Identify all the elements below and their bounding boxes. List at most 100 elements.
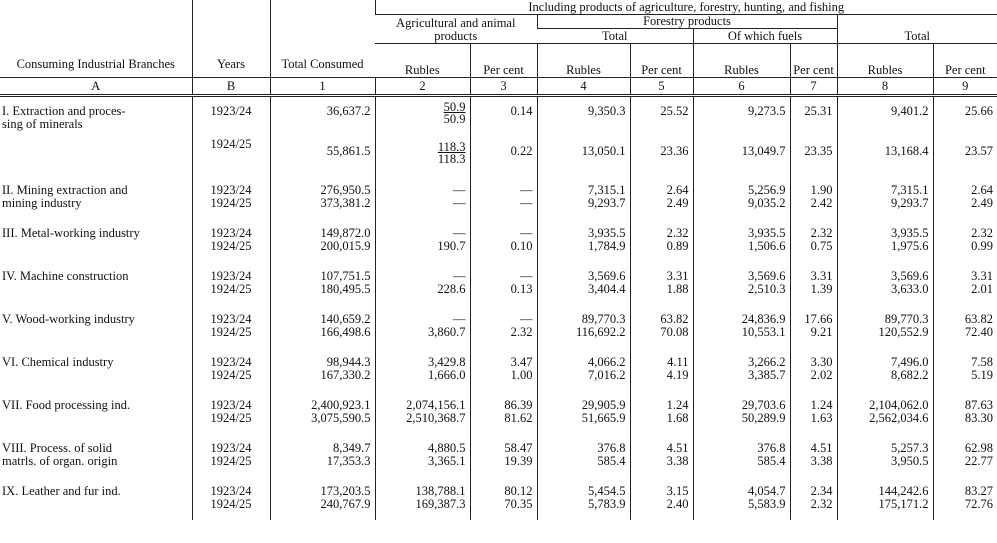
value: 1.24 xyxy=(666,397,689,412)
value: 144,242.6 xyxy=(878,483,929,498)
value: 0.75 xyxy=(810,238,833,253)
value: 50,289.9 xyxy=(741,410,786,425)
value: 24,836.9 xyxy=(741,311,786,326)
value-cell: 3,429.8 1,666.0 xyxy=(374,347,470,391)
value: 5,454.5 xyxy=(588,483,626,498)
year: 1924/25 xyxy=(210,324,252,339)
year: 1923/24 xyxy=(210,397,252,412)
value: 1.63 xyxy=(810,410,833,425)
value: 1,975.6 xyxy=(891,238,929,253)
value: 3.38 xyxy=(666,453,689,468)
value: 376.8 xyxy=(597,440,626,455)
value: 167,330.2 xyxy=(320,367,371,382)
value: 4,880.5 xyxy=(428,440,466,455)
fraction: 118.3 118.3 xyxy=(437,141,466,166)
branch-name: IV. Machine construction xyxy=(0,262,192,305)
value: 3,365.1 xyxy=(428,453,466,468)
value-cell: 7,315.1 9,293.7 xyxy=(536,175,630,219)
value: 2,562,034.6 xyxy=(869,410,929,425)
value: 3,950.5 xyxy=(891,453,929,468)
value: 228.6 xyxy=(437,281,466,296)
numerator: 50.9 xyxy=(443,100,466,114)
value: 4.51 xyxy=(666,440,689,455)
value-cell: — — xyxy=(374,175,470,219)
denominator: 118.3 xyxy=(437,152,466,166)
year: 1924/25 xyxy=(210,238,252,253)
value: 3,935.5 xyxy=(588,225,626,240)
value: 1,666.0 xyxy=(428,367,466,382)
value-cell: —228.6 xyxy=(374,261,470,305)
value: 190.7 xyxy=(437,238,466,253)
value: 4.11 xyxy=(667,354,689,369)
year: 1923/24 xyxy=(210,268,252,283)
value: — xyxy=(453,182,466,197)
value: 9,350.3 xyxy=(588,104,626,118)
value: 7,315.1 xyxy=(891,182,929,197)
value: — xyxy=(520,225,533,240)
value-cell: 25.66 23.57 xyxy=(932,95,997,176)
value: 2,400,923.1 xyxy=(311,397,371,412)
value-cell: 1.90 2.42 xyxy=(789,175,837,219)
value: 1,506.6 xyxy=(748,238,786,253)
years: 1923/24 1924/25 xyxy=(191,390,270,434)
value: 175,171.2 xyxy=(878,496,929,511)
value-cell: —0.13 xyxy=(469,261,537,305)
value-cell: 86.39 81.62 xyxy=(469,390,537,434)
value-cell: 4.51 3.38 xyxy=(789,433,837,477)
column-letter: 2 xyxy=(374,77,470,97)
year: 1923/24 xyxy=(210,440,252,455)
value: 25.66 xyxy=(964,104,994,118)
value: 7,496.0 xyxy=(891,354,929,369)
column-letter: 1 xyxy=(269,77,375,97)
value: 3,385.7 xyxy=(748,367,786,382)
year: 1924/25 xyxy=(210,496,252,511)
value-cell: 9,350.3 13,050.1 xyxy=(536,95,630,176)
value: 17,353.3 xyxy=(326,453,371,468)
value: 3.31 xyxy=(810,268,833,283)
value-cell: 2,104,062.0 2,562,034.6 xyxy=(836,390,933,434)
value-cell: 1.24 1.68 xyxy=(629,390,693,434)
value: — xyxy=(520,311,533,326)
value: 98,944.3 xyxy=(326,354,371,369)
years: 1923/24 1924/25 xyxy=(191,347,270,391)
value: 25.52 xyxy=(660,104,689,118)
value: 1.39 xyxy=(810,281,833,296)
value: 2.32 xyxy=(971,225,994,240)
value: 0.10 xyxy=(510,238,533,253)
value: 1.68 xyxy=(666,410,689,425)
value: 70.08 xyxy=(660,324,689,339)
header-fuels: Of which fuels xyxy=(692,28,837,44)
value-cell: 2,074,156.1 2,510,368.7 xyxy=(374,390,470,434)
unit-label: Rubles xyxy=(404,63,440,77)
value-cell: 24,836.9 10,553.1 xyxy=(692,304,790,348)
value-cell: 2.64 2.49 xyxy=(932,175,997,219)
year: 1924/25 xyxy=(210,410,252,425)
value-cell: 3,935.5 1,975.6 xyxy=(836,218,933,262)
value-cell: 3,266.2 3,385.7 xyxy=(692,347,790,391)
value-cell: 3,935.5 1,506.6 xyxy=(692,218,790,262)
group-row: III. Metal-working industry 1923/24 1924/2… xyxy=(0,218,997,262)
year: 1923/24 xyxy=(210,311,252,326)
unit-label: Rubles xyxy=(836,43,933,78)
branch-name: III. Metal-working industry xyxy=(0,219,192,262)
branch-name-line: matrls. of organ. origin xyxy=(2,453,118,468)
value: 62.98 xyxy=(964,440,994,455)
header-branches: Consuming Industrial Branches xyxy=(16,57,175,71)
value-cell: 8,349.7 17,353.3 xyxy=(269,433,375,477)
value: 173,203.5 xyxy=(320,483,371,498)
value: — xyxy=(520,268,533,283)
value: 2,074,156.1 xyxy=(406,397,466,412)
value-cell: 25.52 23.36 xyxy=(629,95,693,176)
value: 4.19 xyxy=(666,367,689,382)
value: 2.64 xyxy=(971,182,994,197)
value: — xyxy=(520,195,533,210)
column-letter: 8 xyxy=(836,77,933,97)
unit-label: Rubles xyxy=(692,43,790,78)
value: 0.22 xyxy=(510,144,533,158)
years: 1923/24 1924/25 xyxy=(191,218,270,262)
value-cell: —2.32 xyxy=(469,304,537,348)
value: 8,349.7 xyxy=(333,440,371,455)
year: 1923/24 xyxy=(210,182,252,197)
value: 58.47 xyxy=(504,440,533,455)
years: 1923/24 1924/25 xyxy=(191,476,270,520)
